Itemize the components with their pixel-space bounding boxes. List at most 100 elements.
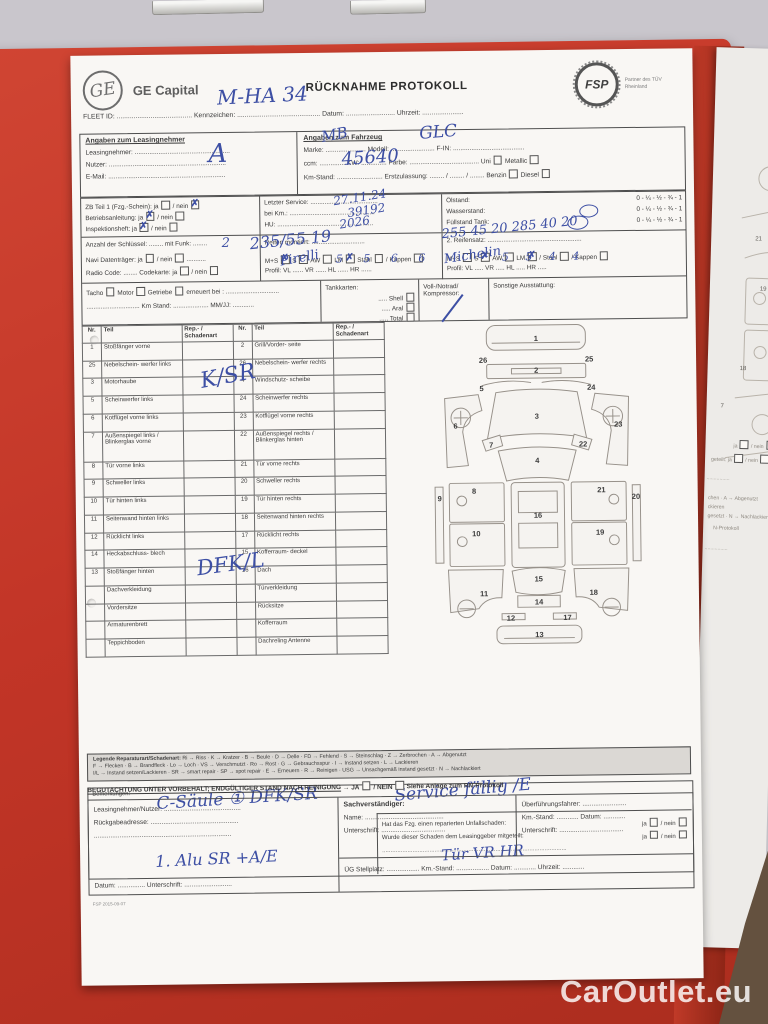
checkbox-checked [145,211,155,221]
checkbox-empty [209,266,219,275]
other-equipment-cell: Sonstige Ausstattung: [488,276,687,320]
part-damage [184,513,236,532]
part-damage [333,374,385,394]
form-title: RÜCKNAHME PROTOKOLL [305,79,468,94]
svg-text:21: 21 [597,485,605,494]
checkbox-empty [541,168,551,178]
svg-text:25: 25 [585,354,593,363]
part-damage [184,584,237,603]
second-sheet-edge: 21 19 18 7 ja / nein geteilt: ja / nein … [691,47,768,949]
part-nr: 6 [83,413,103,432]
part-damage [333,392,386,411]
checkbox-empty [169,222,178,232]
checkbox-empty [509,169,518,178]
frag-legend-2: ckieren [707,504,725,511]
service-row: bei Km.: ...............................… [264,209,375,218]
svg-text:15: 15 [535,574,543,583]
checkbox-empty [395,780,404,790]
vehicle-row: ccm: .............. KW: .............. F… [304,153,679,167]
part-name: Motorhaube [101,377,183,397]
levels-row: Ölstand: 0 - ¼ - ½ - ¾ - 1 [446,194,683,205]
part-damage [182,358,234,378]
part-nr: 22 [234,429,254,461]
svg-text:4: 4 [535,456,540,465]
svg-text:20: 20 [632,492,640,501]
part-damage [183,495,236,514]
svg-text:8: 8 [472,487,476,496]
checkbox-empty [322,254,332,264]
vehicle-row: Km-Stand: ......................... Erst… [304,167,679,181]
part-damage [335,511,387,530]
ge-logo-icon: GE [82,70,124,111]
part-name: Seitenwand hinten links [103,513,185,533]
checkbox-empty [405,292,415,302]
transfer-driver-cell: Überführungsfahrer: ....................… [521,800,627,835]
part-name: Tür hinten links [103,496,185,515]
part-damage [182,376,234,396]
vehicle-section: Angaben zum Fahrzeug Marke: ............… [297,121,685,194]
checkbox-empty [414,253,423,263]
frag-boxes2: geteilt: ja / nein [711,453,768,464]
part-name: Windschutz- scheibe [252,375,334,395]
expert-signature-cell: Sachverständiger: Name: ................… [338,795,518,858]
part-damage [184,548,236,568]
part-nr: 24 [233,394,253,413]
tires2-checks: M+S S AW LM / Stahl / Kappen [447,250,683,263]
part-name: Tür vorne links [102,460,184,480]
keys-row: Radio Code: ........ Codekarte: ja / nei… [86,266,257,277]
checkbox-empty [175,253,184,263]
fuel-card-row: ..... Aral [325,302,415,314]
part-nr: 5 [83,396,103,414]
svg-text:17: 17 [563,613,571,622]
damage-legend: Legende Reparaturart/Schadenart: Ri → Ri… [86,746,692,782]
part-nr: 19 [234,495,255,514]
checkbox-empty [530,155,539,164]
part-name: Armaturenbrett [104,620,186,640]
svg-text:6: 6 [453,422,457,431]
part-damage [336,635,389,655]
checkbox-checked [190,200,200,209]
vehicle-row: Marke: ...................... Modell: ..… [303,143,525,154]
keys-row: Navi Datenträger: ja / nein ........... [86,253,257,264]
part-name: Kotflügel vorne links [102,412,184,432]
frag-dots: ................ [706,475,730,482]
part-nr [236,601,256,620]
part-nr: 13 [85,568,105,587]
frag-19: 19 [759,286,767,293]
svg-text:9: 9 [437,494,441,503]
aggregates-line: Tacho Motor Getriebe erneuert bei : ....… [86,286,280,298]
part-damage [334,428,386,459]
checkbox-empty [161,200,170,210]
documents-cell: ZB Teil 1 (Fzg.-Schein): ja / nein Betri… [81,197,259,237]
part-name: Türverkleidung [254,583,337,602]
part-nr: 9 [84,479,104,498]
doc-row: Inspektionsheft: ja / nein [85,222,256,233]
vehicle-heading: Angaben zum Fahrzeug [303,134,383,142]
checkbox-empty [180,266,189,276]
part-nr [85,639,106,658]
clipboard-clip-left [151,0,265,16]
part-name: Außenspiegel rechts / Blinkerglas hinten [253,428,335,460]
levels-row: Füllstand Tank: 0 - ¼ - ½ - ¾ - 1 [446,216,683,227]
watermark: CarOutlet.eu [559,974,752,1009]
second-tire-set-cell: 2. Reifensatz: .........................… [441,230,687,280]
checkbox-checked [139,222,149,232]
checkbox-empty [599,251,609,260]
svg-text:5: 5 [479,384,483,393]
part-nr: 23 [233,411,254,430]
svg-text:10: 10 [472,529,480,538]
checkbox-empty [136,286,145,296]
part-nr [85,603,105,622]
part-name: Schweller rechts [253,476,336,496]
part-name: Scheinwerfer rechts [252,393,335,412]
spare-wheel-cell: Voll-/Notrad/ Kompressor: [418,278,489,323]
part-name: Nebelschein- werfer rechts [252,357,334,377]
checkbox-checked [345,254,355,263]
tires2-profil: Profil: VL ..... VR ..... HL ..... HR ..… [446,264,547,273]
service-cell: Letzter Service: .......................… [259,194,442,235]
svg-text:18: 18 [590,588,598,597]
checkbox-checked [280,255,290,264]
part-damage [182,394,234,413]
